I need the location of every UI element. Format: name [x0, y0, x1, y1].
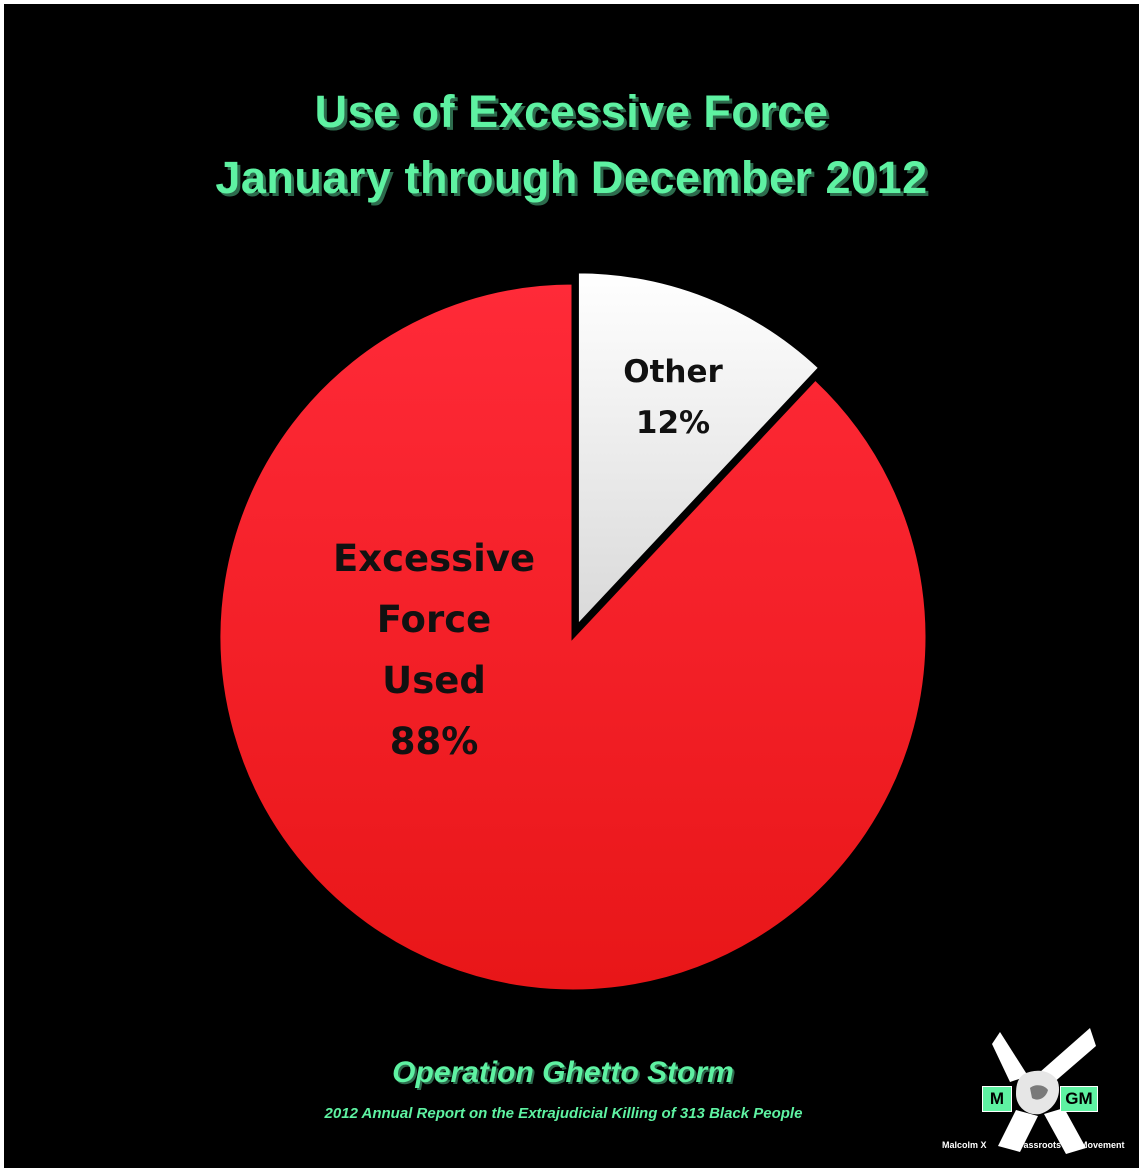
slice-label-line: Other	[623, 354, 723, 390]
slice-label-other: Other 12%	[623, 354, 723, 441]
chart-title-line-1: Use of Excessive Force	[314, 86, 829, 137]
slice-label-line: Excessive	[333, 537, 535, 580]
slice-label-excessive-force: Excessive Force Used 88%	[333, 537, 535, 763]
mxgm-logo: M GM Malcolm X Grassroots Movement	[940, 1024, 1130, 1164]
slice-label-line: Force	[377, 598, 491, 641]
chart-frame: Use of Excessive Force January through D…	[4, 4, 1139, 1168]
logo-box-gm: GM	[1060, 1086, 1098, 1112]
logo-box-m: M	[982, 1086, 1012, 1112]
pie-slice-excessive-force	[217, 281, 929, 993]
logo-caption-mid: Grassroots	[1013, 1140, 1062, 1150]
slice-label-line: Used	[382, 659, 486, 702]
logo-caption-left: Malcolm X	[942, 1140, 987, 1150]
slice-label-line: 88%	[390, 720, 479, 763]
pie-chart: Excessive Force Used 88% Other 12%	[217, 270, 929, 993]
pie-slice-other	[575, 270, 822, 630]
logo-caption-right: Movement	[1080, 1140, 1125, 1150]
chart-title-line-2: January through December 2012	[215, 152, 928, 203]
mxgm-logo-graphic	[992, 1028, 1096, 1154]
footer-title: Operation Ghetto Storm	[392, 1056, 734, 1089]
footer-subtitle: 2012 Annual Report on the Extrajudicial …	[324, 1105, 803, 1122]
slice-label-line: 12%	[636, 405, 710, 441]
